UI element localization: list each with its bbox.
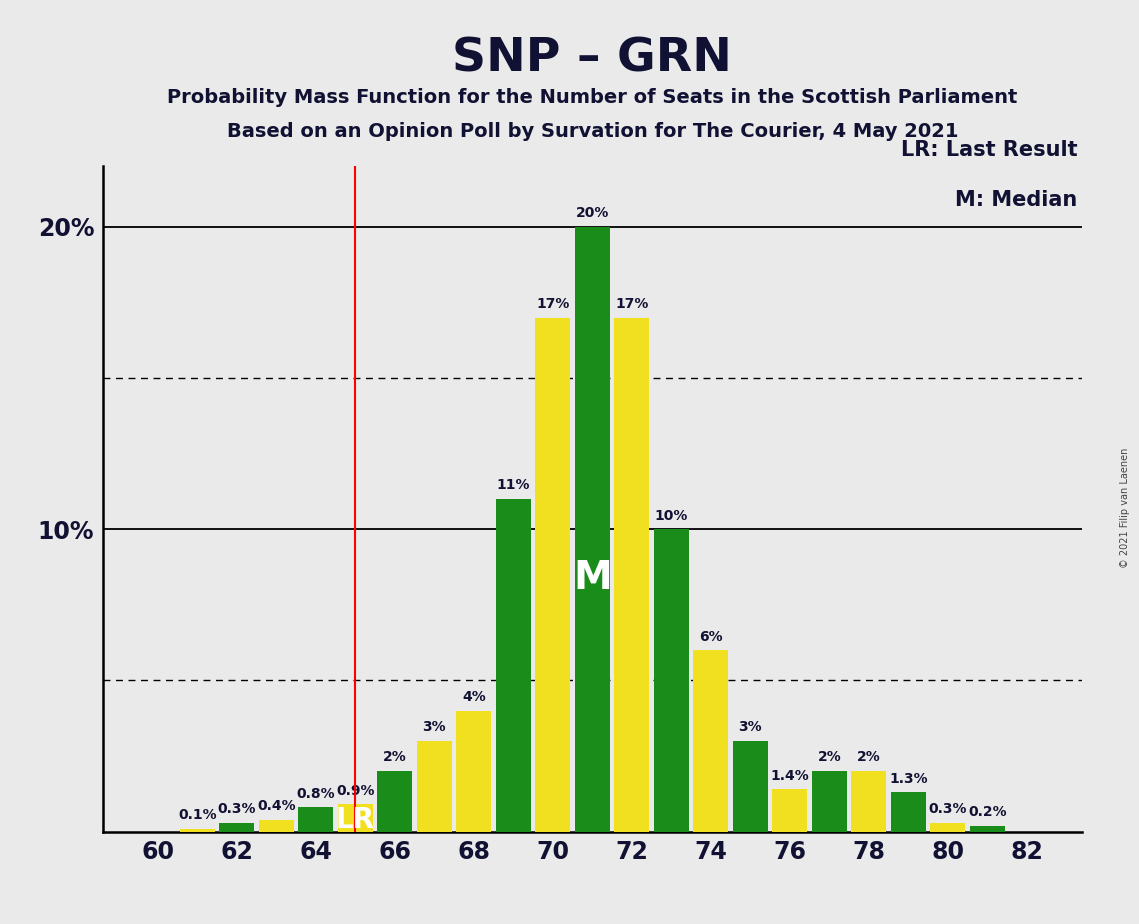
Text: 2%: 2% (857, 750, 880, 764)
Text: 0.3%: 0.3% (928, 802, 967, 816)
Text: 0.9%: 0.9% (336, 784, 375, 797)
Text: 3%: 3% (423, 720, 446, 735)
Bar (694, 650, 728, 832)
Text: Probability Mass Function for the Number of Seats in the Scottish Parliament: Probability Mass Function for the Number… (167, 88, 1017, 107)
Bar (338, 805, 372, 832)
Bar (457, 711, 491, 832)
Text: LR: Last Result: LR: Last Result (901, 140, 1077, 160)
Text: 3%: 3% (738, 720, 762, 735)
Text: 0.2%: 0.2% (968, 805, 1007, 819)
Text: 6%: 6% (699, 629, 722, 643)
Bar (377, 772, 412, 832)
Bar (575, 226, 609, 832)
Text: 17%: 17% (615, 297, 648, 310)
Bar (259, 820, 294, 832)
Text: 20%: 20% (575, 206, 609, 220)
Text: SNP – GRN: SNP – GRN (452, 37, 732, 82)
Bar (535, 318, 571, 832)
Text: © 2021 Filip van Laenen: © 2021 Filip van Laenen (1120, 448, 1130, 568)
Bar (495, 499, 531, 832)
Text: 0.4%: 0.4% (257, 799, 296, 813)
Text: M: Median: M: Median (954, 189, 1077, 210)
Bar (851, 772, 886, 832)
Bar (298, 808, 334, 832)
Bar (812, 772, 846, 832)
Text: 0.8%: 0.8% (296, 786, 335, 801)
Text: 10%: 10% (655, 508, 688, 523)
Text: Based on an Opinion Poll by Survation for The Courier, 4 May 2021: Based on an Opinion Poll by Survation fo… (227, 122, 958, 141)
Text: 17%: 17% (536, 297, 570, 310)
Text: M: M (573, 559, 612, 597)
Text: 11%: 11% (497, 479, 530, 492)
Bar (970, 825, 1005, 832)
Bar (614, 318, 649, 832)
Text: 1.4%: 1.4% (770, 769, 809, 783)
Bar (417, 741, 452, 832)
Bar (931, 822, 965, 832)
Bar (220, 822, 254, 832)
Text: 0.1%: 0.1% (178, 808, 216, 822)
Text: 2%: 2% (383, 750, 407, 764)
Text: 4%: 4% (462, 690, 485, 704)
Text: 1.3%: 1.3% (888, 772, 927, 785)
Text: 2%: 2% (818, 750, 841, 764)
Bar (772, 789, 808, 832)
Text: 0.3%: 0.3% (218, 802, 256, 816)
Bar (732, 741, 768, 832)
Bar (891, 792, 926, 832)
Bar (180, 829, 214, 832)
Bar (654, 529, 689, 832)
Text: LR: LR (336, 806, 375, 834)
